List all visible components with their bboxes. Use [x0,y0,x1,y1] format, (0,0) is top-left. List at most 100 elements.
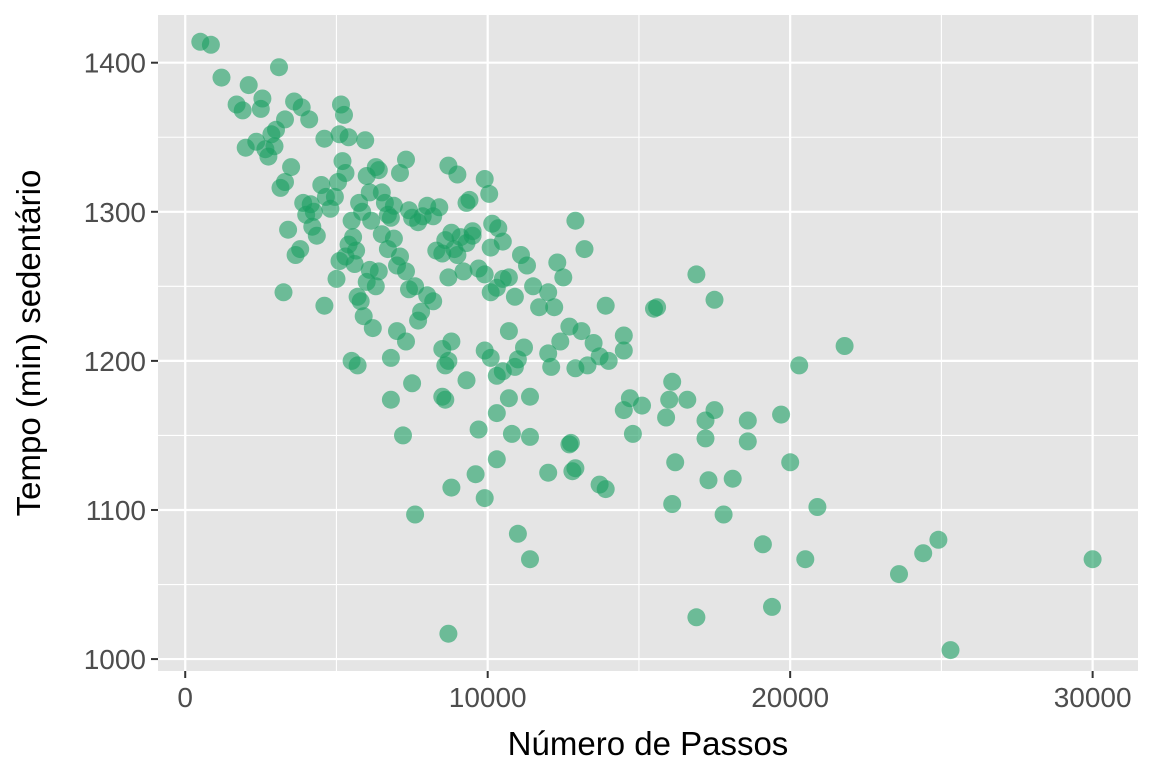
data-point [929,530,948,549]
data-point [363,319,382,338]
data-point [412,302,431,321]
data-point [384,196,403,215]
data-point [696,429,715,448]
data-point [481,238,500,257]
data-point [663,372,682,391]
data-point [530,298,549,317]
axis-tick-marks [151,61,1094,678]
data-point [566,211,585,230]
data-point [276,173,294,191]
data-point [394,426,412,445]
y-tick-label: 1000 [84,644,146,675]
data-point [265,137,284,156]
data-point [890,565,908,584]
data-point [466,465,485,484]
y-axis-title: Tempo (min) sedentário [10,170,47,517]
data-point [753,535,772,554]
data-point [1083,550,1102,569]
data-point [499,389,518,408]
x-tick-label: 30000 [1054,682,1132,713]
x-axis-title: Número de Passos [508,725,789,762]
data-point [539,463,558,482]
data-point [327,269,346,288]
data-point [614,341,633,360]
data-point [521,550,539,569]
data-point [463,226,482,245]
data-point [633,396,651,415]
y-tick-label: 1400 [84,48,146,79]
data-point [251,99,270,118]
data-point [914,544,933,563]
data-point [325,187,344,206]
data-point [274,283,293,302]
data-point [201,35,220,54]
data-point [566,459,585,478]
x-tick-label: 0 [177,682,193,713]
data-point [436,390,455,409]
data-point [448,165,467,184]
data-point [763,597,781,616]
data-point [772,405,791,424]
data-point [315,296,334,315]
data-point [351,292,370,311]
data-point [303,217,322,236]
data-point [714,505,733,524]
data-point [521,387,539,406]
data-point [300,110,319,129]
data-point [356,131,375,150]
data-point [614,326,633,345]
y-axis-tick-labels: 1000 1100 1200 1300 1400 [84,48,146,675]
data-point [397,150,415,169]
data-point [460,190,479,209]
data-point [335,105,353,124]
data-point [345,255,364,273]
data-point [291,240,310,259]
data-point [233,101,252,120]
data-point [397,262,415,281]
data-point [487,404,506,423]
data-point [439,624,458,643]
data-point [723,469,742,488]
y-tick-label: 1300 [84,197,146,228]
data-point [678,390,697,409]
data-point [599,351,618,370]
data-point [687,265,706,284]
data-point [469,420,488,439]
data-point [524,277,543,296]
data-point [439,268,458,287]
data-point [270,58,288,77]
data-point [705,401,724,420]
data-point [781,453,800,472]
data-point [687,608,706,627]
data-point [369,161,388,180]
data-point [648,298,667,317]
data-point [796,550,815,569]
data-point [561,433,580,452]
data-point [362,211,381,230]
data-point [475,489,494,508]
data-point [545,298,564,317]
data-point [457,371,476,390]
data-point [663,495,682,513]
data-point [790,356,809,375]
data-point [705,290,724,309]
data-point [384,229,403,248]
data-point [430,198,449,217]
data-point [521,427,539,446]
data-point [348,356,367,375]
data-point [666,453,685,472]
data-point [212,68,231,87]
data-point [542,357,561,376]
data-point [808,498,827,516]
data-point [239,76,258,95]
data-point [397,332,415,351]
data-point [336,164,355,182]
data-point [699,471,718,490]
data-point [282,158,301,177]
y-tick-label: 1200 [84,346,146,377]
data-point [442,478,461,497]
data-points [191,32,1102,660]
data-point [481,348,500,367]
data-point [424,292,443,311]
data-point [539,344,558,363]
